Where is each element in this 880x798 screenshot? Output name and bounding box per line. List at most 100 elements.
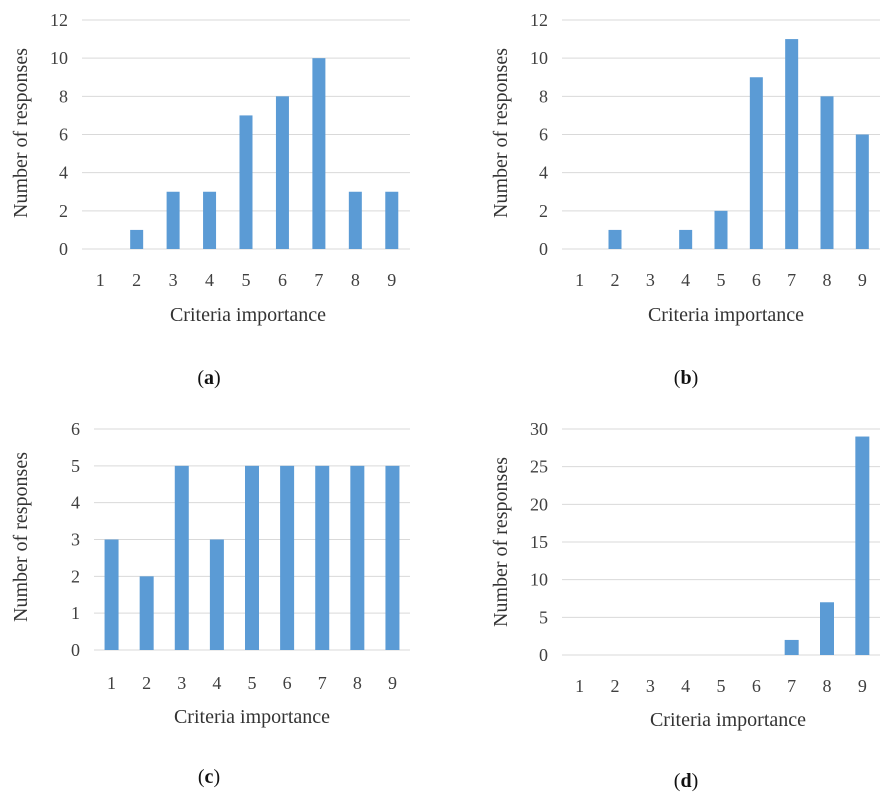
x-tick-label: 8 <box>351 270 360 290</box>
bar <box>166 191 180 249</box>
x-axis-title: Criteria importance <box>170 304 326 326</box>
y-tick-label: 6 <box>539 125 548 145</box>
y-tick-label: 12 <box>50 10 68 30</box>
x-tick-label: 2 <box>142 673 151 693</box>
y-axis-title: Number of responses <box>10 48 32 218</box>
x-tick-label: 3 <box>169 270 178 290</box>
y-tick-label: 0 <box>539 645 548 665</box>
x-tick-label: 8 <box>353 673 362 693</box>
panel-caption: (a) <box>197 367 220 389</box>
y-tick-label: 20 <box>530 494 548 514</box>
y-tick-label: 6 <box>59 125 68 145</box>
y-tick-label: 5 <box>539 607 548 627</box>
y-tick-label: 10 <box>530 570 548 590</box>
bar <box>280 465 295 650</box>
x-tick-label: 4 <box>212 673 221 693</box>
y-tick-label: 12 <box>530 10 548 30</box>
bar <box>785 39 799 250</box>
x-tick-label: 8 <box>823 676 832 696</box>
y-tick-label: 0 <box>59 239 68 259</box>
x-tick-label: 9 <box>858 270 867 290</box>
bar <box>348 191 362 249</box>
x-axis-title: Criteria importance <box>648 304 804 326</box>
panel-caption: (c) <box>198 766 220 788</box>
bar <box>608 229 622 249</box>
bar <box>385 465 400 650</box>
panel-caption: (b) <box>674 367 698 389</box>
x-tick-label: 6 <box>752 270 761 290</box>
bar <box>350 465 365 650</box>
y-tick-label: 0 <box>539 239 548 259</box>
x-tick-label: 3 <box>646 270 655 290</box>
x-tick-label: 5 <box>248 673 257 693</box>
y-tick-label: 1 <box>71 603 80 623</box>
bar <box>820 602 834 655</box>
x-axis-title: Criteria importance <box>174 706 330 728</box>
x-tick-label: 1 <box>575 676 584 696</box>
bar <box>130 229 144 249</box>
x-tick-label: 7 <box>787 676 796 696</box>
x-tick-label: 1 <box>575 270 584 290</box>
bar <box>209 539 224 650</box>
y-axis-title: Number of responses <box>490 48 512 218</box>
x-tick-label: 9 <box>388 673 397 693</box>
y-axis-title: Number of responses <box>490 457 512 627</box>
bar <box>203 191 217 249</box>
bar <box>714 210 728 249</box>
bar <box>312 58 326 249</box>
x-tick-label: 4 <box>205 270 214 290</box>
bar <box>385 191 399 249</box>
x-tick-label: 9 <box>387 270 396 290</box>
x-tick-label: 2 <box>132 270 141 290</box>
x-tick-label: 7 <box>318 673 327 693</box>
y-tick-label: 5 <box>71 456 80 476</box>
y-tick-label: 10 <box>50 48 68 68</box>
y-tick-label: 2 <box>71 566 80 586</box>
bar <box>174 465 189 650</box>
y-tick-label: 10 <box>530 48 548 68</box>
y-tick-label: 2 <box>59 201 68 221</box>
x-tick-label: 6 <box>752 676 761 696</box>
y-tick-label: 6 <box>71 419 80 439</box>
y-tick-label: 4 <box>71 493 80 513</box>
x-tick-label: 2 <box>611 676 620 696</box>
y-tick-label: 8 <box>539 86 548 106</box>
panel-caption: (d) <box>674 770 698 792</box>
x-axis-title: Criteria importance <box>650 709 806 731</box>
bar <box>239 115 253 250</box>
bar <box>855 134 869 249</box>
y-tick-label: 3 <box>71 530 80 550</box>
x-tick-label: 5 <box>242 270 251 290</box>
x-tick-label: 4 <box>681 270 690 290</box>
y-tick-label: 4 <box>59 163 68 183</box>
chart-panel-d: Number of responses 0 5 10 15 20 25 30 1 2 3 4 5 6 7… <box>490 419 880 792</box>
y-tick-label: 4 <box>539 163 548 183</box>
x-tick-label: 2 <box>611 270 620 290</box>
bar <box>139 576 154 650</box>
x-tick-label: 1 <box>96 270 105 290</box>
bar <box>679 229 693 249</box>
chart-panel-c: Number of responses 0 1 2 3 4 5 6 1 2 3 4 5 6 7 8 9 Cr… <box>10 419 410 788</box>
x-tick-label: 1 <box>107 673 116 693</box>
x-tick-label: 7 <box>314 270 323 290</box>
bar <box>784 639 799 655</box>
x-tick-label: 7 <box>787 270 796 290</box>
x-tick-label: 8 <box>823 270 832 290</box>
bar <box>749 77 763 249</box>
bar <box>820 96 834 249</box>
y-tick-label: 25 <box>530 457 548 477</box>
bar <box>245 465 259 650</box>
y-tick-label: 30 <box>530 419 548 439</box>
y-axis-title: Number of responses <box>10 452 32 622</box>
x-tick-label: 5 <box>717 676 726 696</box>
x-tick-label: 9 <box>858 676 867 696</box>
bar <box>104 539 119 650</box>
x-tick-label: 3 <box>646 676 655 696</box>
bar <box>855 436 870 655</box>
y-tick-label: 0 <box>71 640 80 660</box>
x-tick-label: 6 <box>283 673 292 693</box>
bar <box>275 96 289 249</box>
y-tick-label: 8 <box>59 86 68 106</box>
